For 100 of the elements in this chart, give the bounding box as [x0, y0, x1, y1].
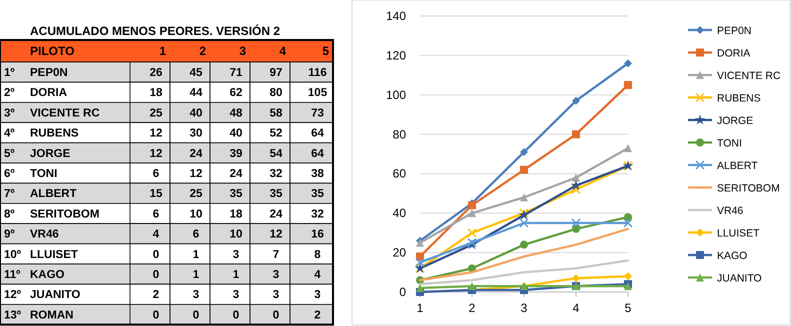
data-label: 7 — [272, 248, 280, 261]
legend-label: JUANITO — [717, 272, 762, 284]
x-tick-label: 2 — [468, 301, 476, 315]
y-tick-label: SERITOBOM — [30, 208, 100, 220]
point — [624, 213, 632, 222]
y-axis-title: PILOTO — [30, 44, 74, 58]
y-tick-label: 60 — [392, 166, 406, 181]
y-tick-label: RUBENS — [30, 128, 79, 140]
data-label: 32 — [270, 168, 282, 180]
y2-tick-label: 6º — [4, 168, 15, 180]
data-label: 40 — [230, 128, 242, 140]
data-label: 45 — [190, 67, 203, 79]
chart-title: ACUMULADO MENOS PEORES. VERSIÓN 2 — [30, 24, 280, 38]
point — [572, 274, 580, 282]
y-tick-label: LLUISET — [30, 248, 78, 261]
y-tick-label: JUANITO — [30, 289, 80, 302]
data-label: 32 — [311, 208, 324, 220]
y-tick-label: PEP0N — [30, 67, 68, 79]
y2-tick-label: 1º — [4, 67, 15, 79]
data-label: 18 — [150, 87, 163, 100]
y-tick-label: 120 — [386, 48, 406, 62]
x-tick-label: 1 — [159, 44, 166, 58]
y-tick-label: KAGO — [30, 269, 65, 281]
data-label: 8 — [314, 248, 322, 261]
y-tick-label: 80 — [392, 127, 406, 142]
data-label: 64 — [311, 128, 324, 140]
legend-label: RUBENS — [717, 92, 761, 104]
point — [416, 284, 424, 292]
legend-label: VICENTE RC — [717, 70, 782, 82]
x-tick-label: 1 — [416, 301, 424, 315]
x-tick-label: 4 — [572, 301, 580, 315]
data-label: 12 — [190, 168, 202, 180]
y2-tick-label: 13º — [4, 309, 21, 322]
data-label: 25 — [190, 188, 203, 200]
data-label: 39 — [230, 148, 242, 160]
legend-label: PEP0N — [717, 25, 752, 37]
data-label: 3 — [272, 269, 280, 281]
x-tick-label: 3 — [520, 301, 528, 315]
y-tick-label: 40 — [392, 206, 406, 220]
data-label: 35 — [230, 188, 243, 200]
legend-label: LLUISET — [717, 228, 760, 240]
data-label: 15 — [150, 188, 163, 200]
data-label: 0 — [152, 248, 160, 261]
data-label: 40 — [190, 107, 202, 120]
data-label: 35 — [270, 188, 283, 200]
y2-tick-label: 5º — [4, 148, 15, 160]
x-tick-label: 2 — [199, 44, 206, 58]
point — [520, 166, 528, 174]
y2-tick-label: 4º — [4, 128, 15, 140]
data-label: 4 — [152, 228, 160, 241]
data-label: 26 — [150, 67, 162, 79]
x-tick-label: 5 — [624, 301, 632, 315]
y2-tick-label: 11º — [4, 269, 20, 281]
data-label: 0 — [152, 269, 160, 281]
legend-label: ALBERT — [717, 160, 758, 172]
y2-tick-label: 12º — [4, 289, 21, 302]
data-label: 18 — [230, 208, 243, 220]
data-label: 16 — [311, 228, 324, 241]
point — [520, 148, 528, 156]
y-tick-label: 20 — [392, 246, 406, 260]
data-label: 6 — [152, 168, 160, 180]
point — [624, 81, 632, 89]
data-label: 62 — [230, 87, 242, 100]
point — [624, 144, 632, 152]
data-label: 105 — [308, 87, 328, 100]
point — [519, 218, 529, 228]
data-label: 6 — [192, 228, 200, 241]
y-tick-label: 100 — [386, 88, 406, 102]
data-label: 3 — [272, 289, 280, 302]
data-label: 0 — [272, 309, 280, 322]
legend-label: KAGO — [717, 250, 748, 262]
data-label: 80 — [270, 87, 282, 100]
y2-tick-label: 3º — [4, 107, 15, 120]
data-label: 1 — [232, 269, 240, 281]
point — [468, 282, 476, 290]
data-label: 25 — [150, 107, 163, 120]
point — [571, 184, 581, 194]
data-label: 12 — [270, 228, 282, 241]
legend-label: DORIA — [717, 48, 750, 60]
point — [467, 228, 477, 238]
x-tick-label: 4 — [279, 44, 286, 58]
data-label: 48 — [230, 107, 243, 120]
y-tick-label: 140 — [386, 9, 406, 23]
y2-tick-label: 10º — [4, 248, 21, 261]
data-label: 10 — [230, 228, 242, 241]
y-tick-label: JORGE — [30, 148, 71, 160]
data-label: 6 — [152, 208, 160, 220]
data-label: 0 — [232, 309, 240, 322]
data-label: 0 — [152, 309, 160, 322]
point — [415, 258, 425, 268]
legend-label: TONI — [717, 138, 742, 150]
data-label: 24 — [190, 148, 203, 160]
y-tick-label: TONI — [30, 168, 58, 180]
point — [572, 224, 580, 233]
y-tick-label: DORIA — [30, 87, 68, 100]
point — [624, 272, 632, 280]
data-label: 97 — [270, 67, 282, 79]
y-tick-label: ROMAN — [30, 309, 74, 322]
y-tick-label: ALBERT — [30, 188, 77, 200]
data-label: 116 — [308, 67, 327, 79]
